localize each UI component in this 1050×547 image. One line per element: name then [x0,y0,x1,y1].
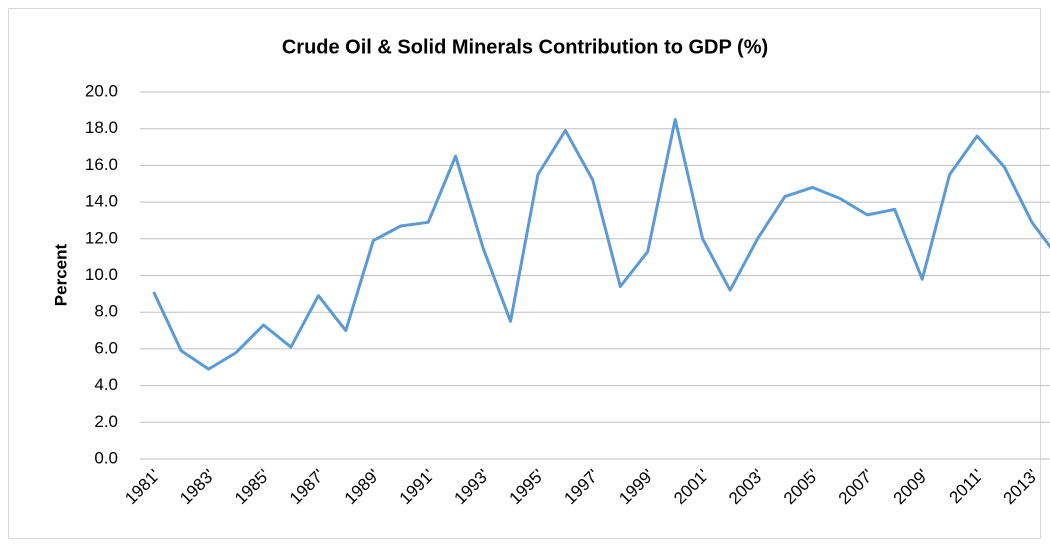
y-tick-label: 14.0 [85,192,118,211]
y-tick-label: 16.0 [85,155,118,174]
y-tick-label: 20.0 [85,81,118,100]
y-tick-label: 2.0 [94,412,118,431]
data-line [152,118,1050,371]
y-tick-label: 4.0 [94,375,118,394]
y-axis-label: Percent [51,243,70,306]
y-tick-label: 10.0 [85,265,118,284]
y-tick-label: 18.0 [85,118,118,137]
y-tick-label: 8.0 [94,302,118,321]
chart-border [8,8,1041,539]
y-tick-label: 0.0 [94,448,118,467]
chart-title: Crude Oil & Solid Minerals Contribution … [282,36,768,58]
y-tick-label: 6.0 [94,338,118,357]
y-tick-label: 12.0 [85,228,118,247]
